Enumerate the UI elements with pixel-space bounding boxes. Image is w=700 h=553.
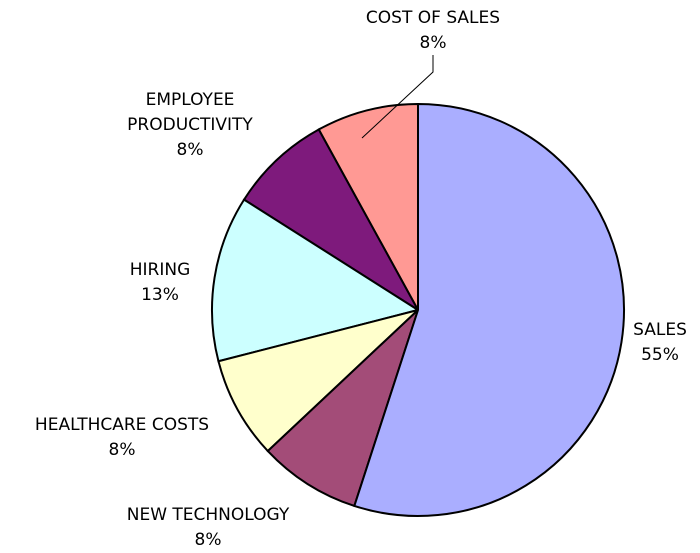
category-label: NEW TECHNOLOGY: [126, 505, 290, 525]
value-label: 55%: [641, 345, 679, 365]
slice-label: NEW TECHNOLOGY 8%: [78, 503, 338, 553]
pie-slice: [266, 309, 419, 508]
category-label: HEALTHCARE COSTS: [34, 415, 210, 435]
slice-label: HIRING 13%: [100, 258, 220, 308]
value-label: 8%: [194, 530, 222, 550]
pie-slice: [217, 309, 419, 453]
slice-label: SALES 55%: [620, 318, 700, 368]
category-label: SALES: [633, 320, 687, 340]
leader-line: [361, 55, 434, 139]
category-label: EMPLOYEE PRODUCTIVITY: [127, 90, 253, 135]
value-label: 13%: [141, 285, 179, 305]
value-label: 8%: [419, 33, 447, 53]
pie-slice: [211, 198, 421, 363]
pie-slice: [353, 102, 625, 517]
pie-slice: [242, 128, 419, 311]
slice-label: COST OF SALES 8%: [333, 6, 533, 56]
category-label: COST OF SALES: [365, 8, 501, 28]
value-label: 8%: [176, 140, 204, 160]
category-label: HIRING: [129, 260, 191, 280]
value-label: 8%: [108, 440, 136, 460]
slice-label: EMPLOYEE PRODUCTIVITY 8%: [115, 88, 265, 163]
pie-slice: [317, 102, 419, 311]
slice-label: HEALTHCARE COSTS 8%: [0, 413, 252, 463]
